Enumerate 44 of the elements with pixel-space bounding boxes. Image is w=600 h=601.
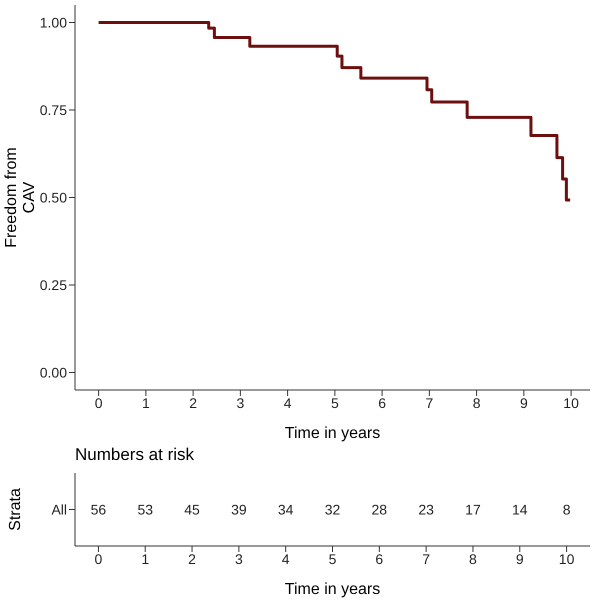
- x-tick-label: 6: [378, 394, 386, 411]
- y-tick-label: 0.00: [40, 364, 68, 380]
- x-tick-label: 6: [375, 550, 384, 567]
- x-tick-label: 7: [422, 550, 430, 567]
- x-tick-label: 8: [469, 550, 478, 567]
- x-axis-title: Time in years: [284, 425, 380, 442]
- y-tick-label: All: [51, 501, 67, 518]
- data-label: 14: [512, 502, 528, 518]
- x-tick-label: 4: [282, 550, 290, 567]
- x-tick-label: 1: [142, 394, 150, 411]
- x-tick-label: 10: [563, 394, 580, 411]
- data-label: 8: [562, 502, 571, 518]
- x-tick-label: 2: [188, 550, 196, 567]
- chart-title: Numbers at risk: [75, 445, 194, 465]
- x-tick-label: 0: [94, 550, 103, 567]
- x-tick-label: 3: [236, 394, 244, 411]
- x-tick-label: 7: [425, 394, 434, 411]
- x-tick-label: 9: [520, 394, 528, 411]
- data-label: 56: [90, 502, 106, 518]
- x-tick-label: 10: [558, 550, 575, 567]
- data-label: 53: [137, 502, 154, 518]
- data-label: 28: [372, 502, 388, 518]
- y-tick-label: 1.00: [40, 14, 68, 30]
- y-axis-title: Freedom from CAV: [3, 147, 38, 248]
- x-axis-title: Time in years: [284, 581, 380, 598]
- x-tick-label: 9: [516, 550, 524, 567]
- x-tick-label: 5: [328, 550, 337, 567]
- y-tick-label: 0.75: [40, 102, 68, 118]
- data-label: 17: [465, 502, 481, 518]
- x-tick-label: 5: [330, 394, 339, 411]
- data-label: 32: [324, 502, 340, 518]
- data-label: 45: [184, 502, 200, 518]
- data-label: 34: [278, 502, 294, 518]
- x-tick-label: 2: [189, 394, 198, 411]
- x-tick-label: 3: [234, 550, 243, 567]
- x-tick-label: 4: [284, 394, 292, 411]
- data-label: 23: [418, 502, 434, 518]
- x-tick-label: 0: [94, 394, 103, 411]
- y-axis-title: Strata: [7, 488, 24, 531]
- data-label: 39: [231, 502, 247, 518]
- y-tick-label: 0.50: [40, 189, 68, 206]
- x-tick-label: 1: [141, 550, 150, 567]
- y-tick-label: 0.25: [40, 276, 68, 293]
- x-tick-label: 8: [472, 394, 481, 411]
